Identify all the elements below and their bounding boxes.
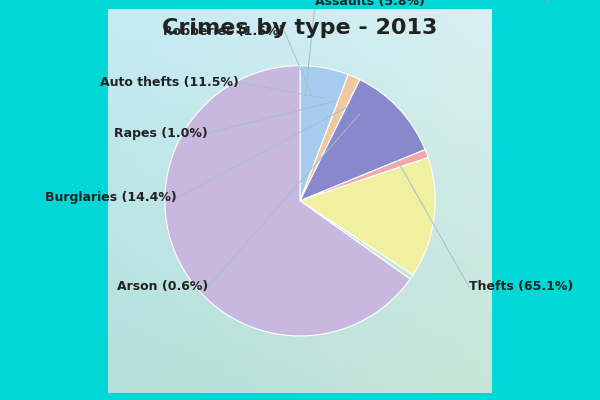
Wedge shape [300, 80, 425, 201]
Text: Rapes (1.0%): Rapes (1.0%) [114, 127, 208, 140]
Text: Crimes by type - 2013: Crimes by type - 2013 [163, 18, 437, 38]
Text: Robberies (1.5%): Robberies (1.5%) [163, 25, 284, 38]
Text: City-Data.com: City-Data.com [529, 0, 600, 3]
Wedge shape [165, 66, 410, 336]
Text: Arson (0.6%): Arson (0.6%) [116, 280, 208, 293]
Wedge shape [300, 158, 435, 275]
Text: Burglaries (14.4%): Burglaries (14.4%) [46, 191, 177, 204]
Text: Thefts (65.1%): Thefts (65.1%) [469, 280, 573, 293]
Text: Assaults (5.8%): Assaults (5.8%) [316, 0, 425, 8]
Text: Auto thefts (11.5%): Auto thefts (11.5%) [100, 76, 239, 89]
Wedge shape [300, 201, 413, 279]
Wedge shape [300, 150, 428, 201]
Wedge shape [300, 74, 360, 201]
Wedge shape [300, 66, 348, 201]
